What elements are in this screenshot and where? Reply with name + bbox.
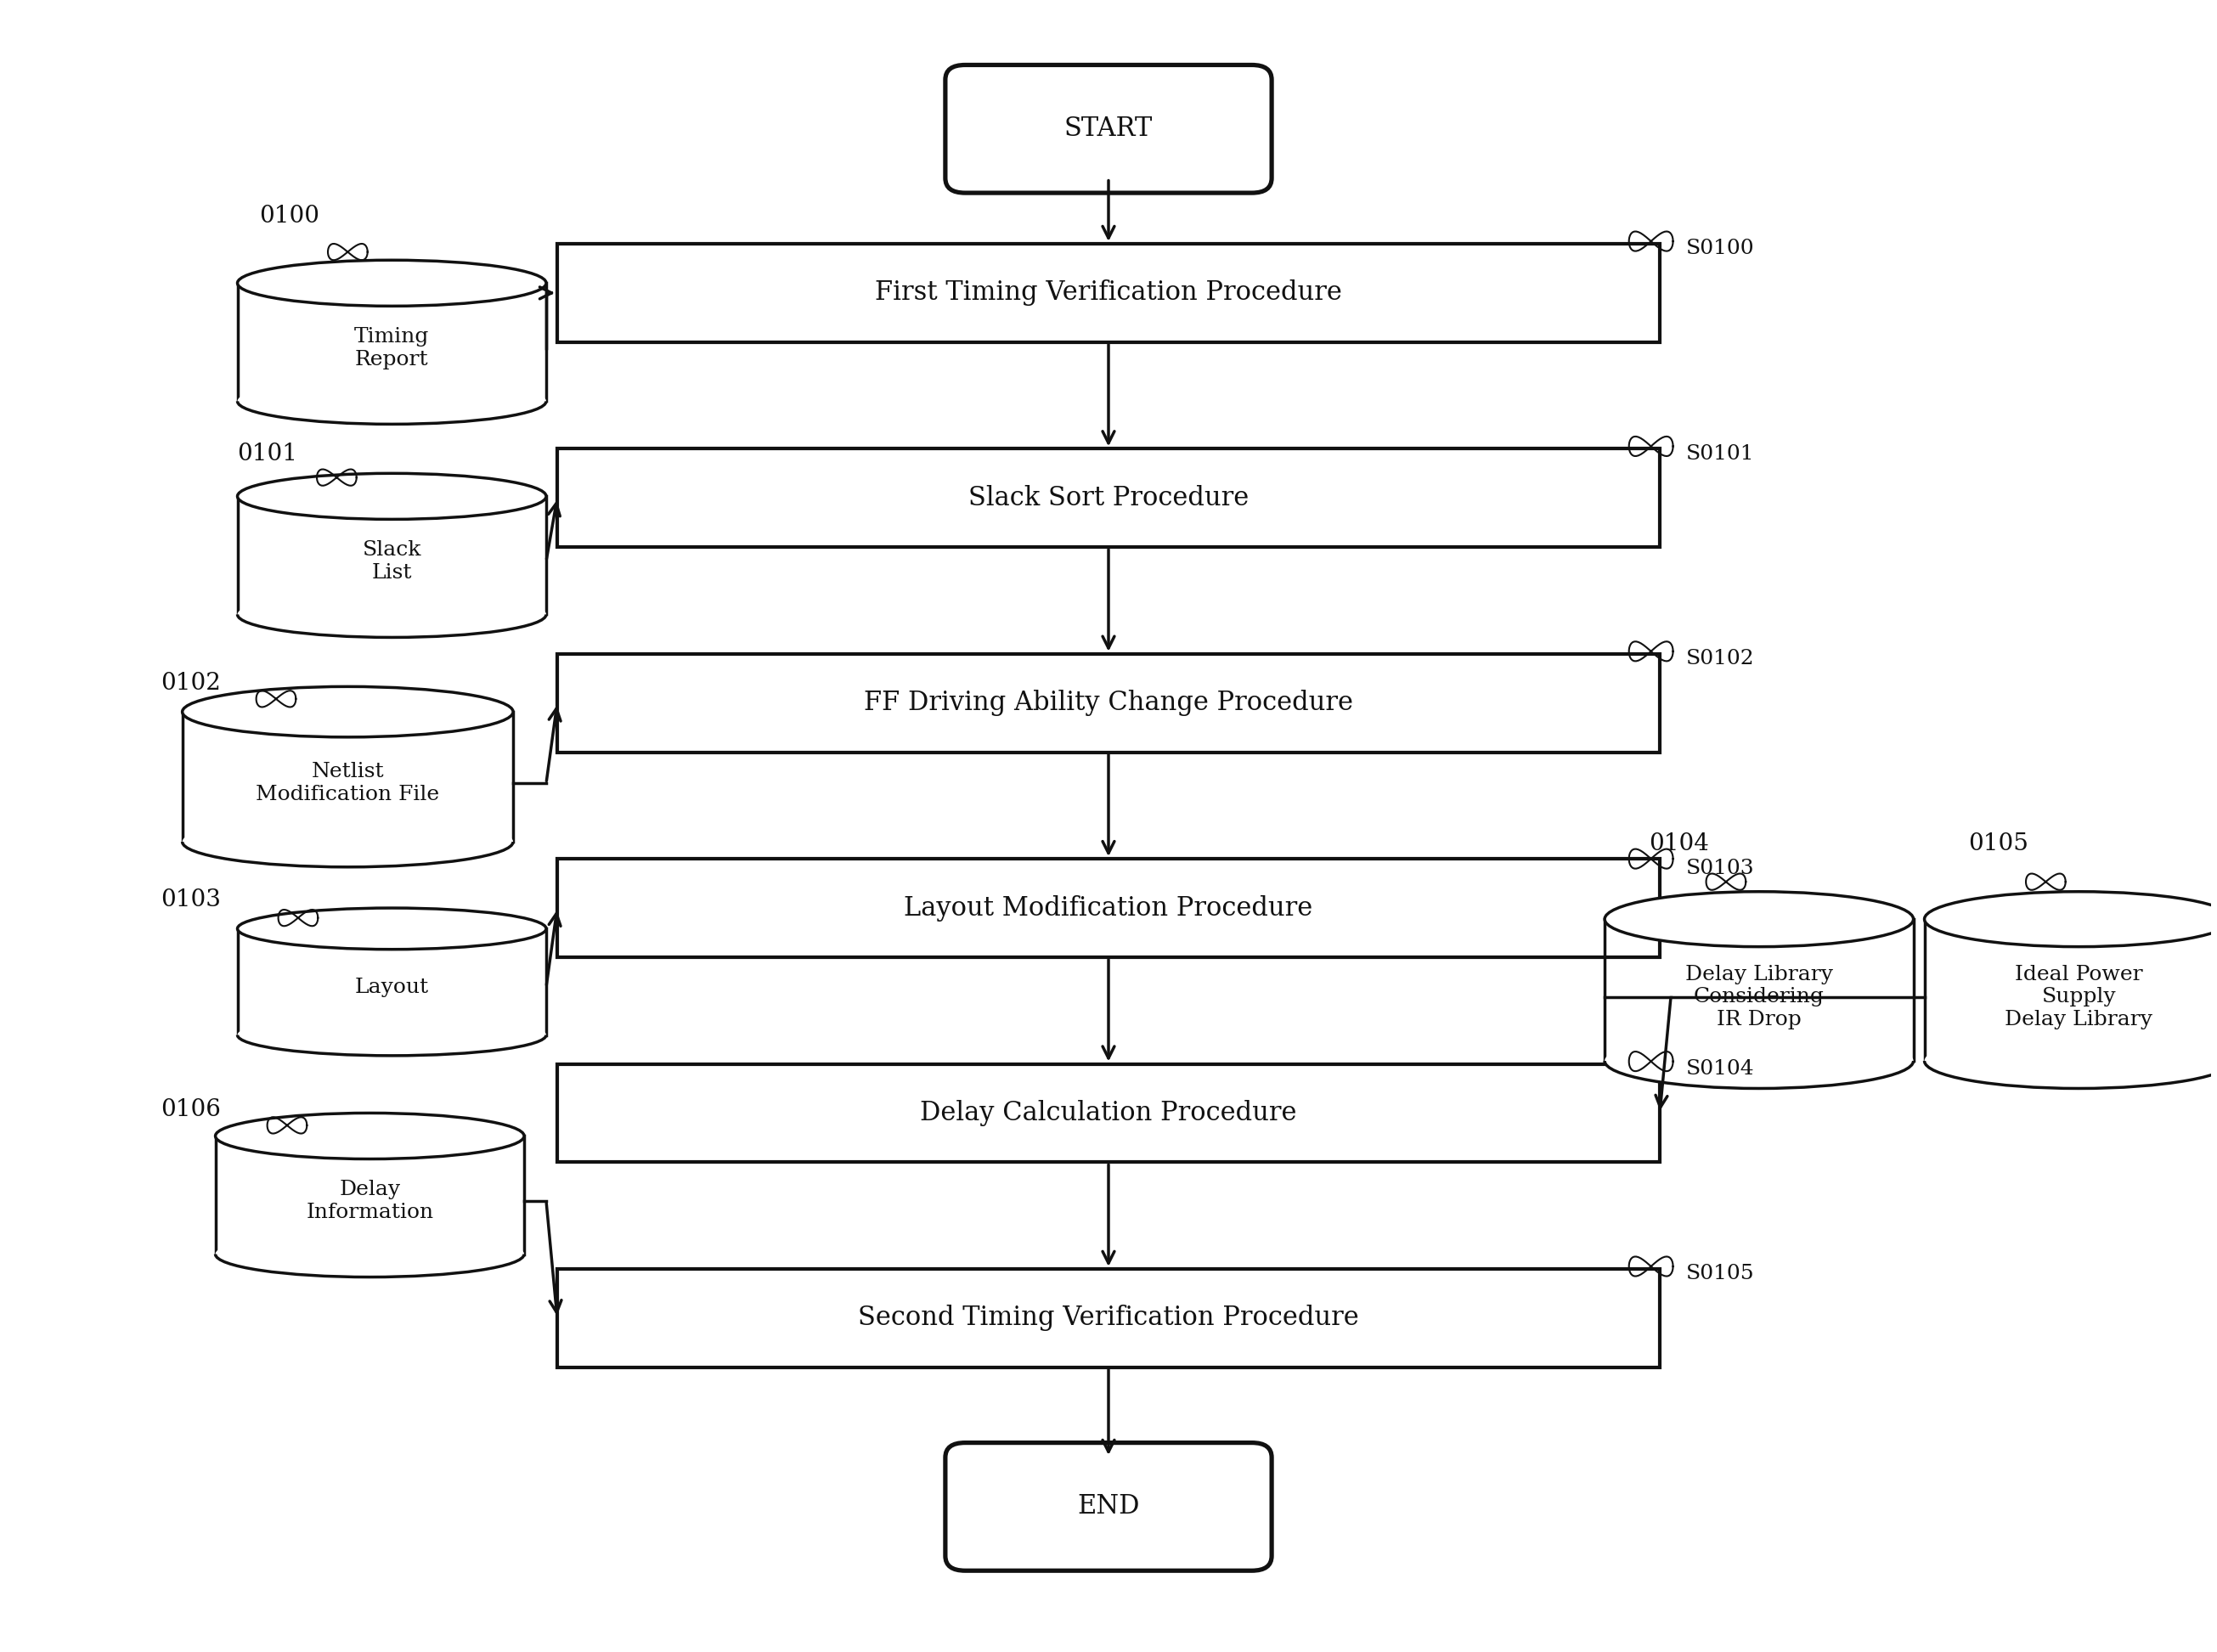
FancyBboxPatch shape xyxy=(944,1442,1273,1571)
FancyBboxPatch shape xyxy=(944,64,1273,193)
Bar xyxy=(182,712,512,843)
Ellipse shape xyxy=(237,1014,545,1056)
Text: S0103: S0103 xyxy=(1687,859,1754,879)
Text: S0102: S0102 xyxy=(1687,649,1754,669)
Bar xyxy=(556,654,1661,752)
Text: Layout: Layout xyxy=(355,978,428,996)
Bar xyxy=(556,244,1661,342)
Text: 0102: 0102 xyxy=(160,672,219,695)
Text: Delay Calculation Procedure: Delay Calculation Procedure xyxy=(920,1100,1297,1127)
Text: 0103: 0103 xyxy=(160,889,219,912)
Ellipse shape xyxy=(1924,1032,2217,1089)
Ellipse shape xyxy=(1924,892,2217,947)
Text: Second Timing Verification Procedure: Second Timing Verification Procedure xyxy=(858,1305,1359,1332)
Text: 0101: 0101 xyxy=(237,443,297,466)
Ellipse shape xyxy=(1605,1032,1913,1089)
Text: 0100: 0100 xyxy=(259,205,319,228)
Text: S0100: S0100 xyxy=(1687,240,1754,258)
Text: Delay Library
Considering
IR Drop: Delay Library Considering IR Drop xyxy=(1685,965,1833,1029)
Text: Ideal Power
Supply
Delay Library: Ideal Power Supply Delay Library xyxy=(2004,965,2153,1029)
Text: 0104: 0104 xyxy=(1649,833,1709,856)
Text: First Timing Verification Procedure: First Timing Verification Procedure xyxy=(876,279,1341,306)
Text: Slack Sort Procedure: Slack Sort Procedure xyxy=(969,484,1248,510)
Bar xyxy=(556,859,1661,957)
Bar xyxy=(237,928,545,1034)
Ellipse shape xyxy=(237,474,545,519)
Text: 0105: 0105 xyxy=(1969,833,2029,856)
Text: END: END xyxy=(1077,1493,1140,1520)
Ellipse shape xyxy=(237,909,545,950)
Ellipse shape xyxy=(237,591,545,638)
Ellipse shape xyxy=(237,259,545,306)
Ellipse shape xyxy=(215,1231,523,1277)
Text: START: START xyxy=(1064,116,1153,142)
Bar xyxy=(1605,919,1913,1061)
Text: Slack
List: Slack List xyxy=(361,540,421,583)
Ellipse shape xyxy=(237,378,545,425)
Text: Layout Modification Procedure: Layout Modification Procedure xyxy=(905,895,1312,922)
Ellipse shape xyxy=(1605,892,1913,947)
Bar xyxy=(237,496,545,615)
Bar xyxy=(556,449,1661,547)
Text: Delay
Information: Delay Information xyxy=(306,1180,435,1222)
Bar xyxy=(215,1137,523,1254)
Ellipse shape xyxy=(182,816,512,867)
Text: S0104: S0104 xyxy=(1687,1059,1754,1079)
Bar xyxy=(237,282,545,401)
Bar xyxy=(1924,919,2217,1061)
Text: 0106: 0106 xyxy=(160,1099,219,1122)
Bar xyxy=(556,1269,1661,1368)
Bar xyxy=(556,1064,1661,1163)
Text: S0105: S0105 xyxy=(1687,1264,1754,1284)
Ellipse shape xyxy=(182,687,512,737)
Text: Timing
Report: Timing Report xyxy=(355,327,430,368)
Text: Netlist
Modification File: Netlist Modification File xyxy=(255,762,439,805)
Text: S0101: S0101 xyxy=(1687,444,1754,463)
Text: FF Driving Ability Change Procedure: FF Driving Ability Change Procedure xyxy=(865,691,1352,717)
Ellipse shape xyxy=(215,1113,523,1160)
